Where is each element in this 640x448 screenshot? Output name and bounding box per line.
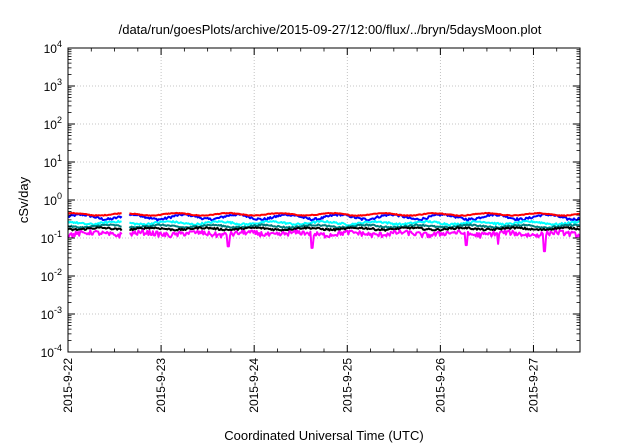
x-tick-label: 2015-9-25	[340, 358, 354, 413]
series-line	[129, 219, 580, 227]
x-tick-label: 2015-9-26	[433, 358, 447, 413]
y-tick-label: 103	[44, 77, 62, 94]
y-axis-label: cSv/day	[16, 176, 31, 223]
series-line	[67, 219, 122, 226]
series-line	[128, 212, 581, 222]
y-tick-label: 10-1	[41, 229, 62, 246]
series-line	[129, 226, 580, 232]
series-line	[67, 229, 123, 239]
y-tick-label: 10-3	[41, 305, 62, 322]
x-axis-label: Coordinated Universal Time (UTC)	[224, 428, 423, 443]
series-line	[129, 211, 580, 217]
x-tick-label: 2015-9-22	[61, 358, 75, 413]
y-tick-label: 104	[44, 39, 62, 56]
x-axis-ticks: 2015-9-22 2015-9-23 2015-9-24 2015-9-25 2015…	[61, 48, 558, 413]
series-line	[67, 223, 122, 230]
series-line	[67, 226, 123, 232]
y-tick-label: 101	[44, 153, 62, 170]
chart-title: /data/run/goesPlots/archive/2015-09-27/1…	[119, 22, 542, 37]
series-layer	[67, 211, 581, 253]
x-tick-label: 2015-9-27	[526, 358, 540, 413]
series-line	[67, 211, 122, 217]
y-tick-label: 102	[44, 115, 62, 132]
y-tick-label: 100	[44, 191, 62, 208]
series-line	[67, 213, 123, 222]
x-tick-label: 2015-9-24	[247, 358, 261, 413]
y-tick-label: 10-4	[41, 343, 62, 360]
x-tick-label: 2015-9-23	[154, 358, 168, 413]
y-axis-ticks: 10-4 10-3 10-2 10-1 100 101 102 103 104	[41, 39, 580, 360]
series-line	[129, 229, 581, 253]
series-line	[128, 223, 581, 230]
y-tick-label: 10-2	[41, 267, 62, 284]
grid	[68, 48, 580, 352]
